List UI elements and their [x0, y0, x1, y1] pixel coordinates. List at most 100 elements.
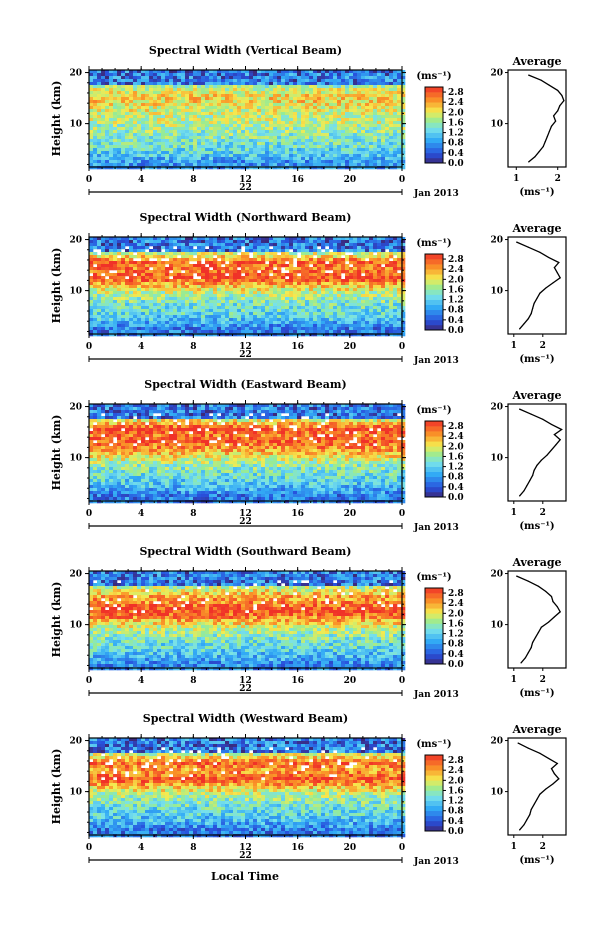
heatmap-cell — [117, 160, 122, 164]
heatmap-cell — [129, 252, 134, 256]
heatmap-cell — [129, 166, 134, 170]
heatmap-cell — [141, 136, 146, 140]
heatmap-cell — [177, 106, 182, 110]
heatmap-cell — [297, 291, 302, 295]
heatmap-cell — [121, 97, 126, 101]
heatmap-cell — [249, 103, 254, 107]
heatmap-cell — [229, 276, 234, 280]
heatmap-cell — [165, 237, 170, 241]
heatmap-cell — [205, 103, 210, 107]
heatmap-cell — [301, 76, 306, 80]
heatmap-cell — [221, 279, 226, 283]
heatmap-cell — [381, 109, 386, 113]
heatmap-cell — [181, 291, 186, 295]
heatmap-cell — [277, 145, 282, 149]
heatmap-cell — [345, 255, 350, 259]
heatmap-cell — [313, 243, 318, 247]
heatmap-cell — [205, 112, 210, 116]
heatmap-cell — [141, 252, 146, 256]
heatmap-cell — [217, 276, 222, 280]
heatmap-cell — [345, 157, 350, 161]
heatmap-cell — [285, 82, 290, 86]
heatmap-cell — [117, 154, 122, 158]
heatmap-cell — [245, 163, 250, 167]
heatmap-cell — [349, 91, 354, 95]
heatmap-cell — [313, 300, 318, 304]
heatmap-cell — [377, 297, 382, 301]
heatmap-cell — [157, 264, 162, 268]
heatmap-cell — [281, 279, 286, 283]
heatmap-cell — [133, 166, 138, 170]
heatmap-cell — [393, 270, 398, 274]
heatmap-cell — [393, 148, 398, 152]
heatmap-cell — [101, 324, 106, 328]
heatmap-cell — [129, 133, 134, 137]
heatmap-cell — [301, 112, 306, 116]
heatmap-cell — [165, 324, 170, 328]
heatmap-cell — [325, 148, 330, 152]
heatmap-cell — [189, 76, 194, 80]
heatmap-cell — [157, 73, 162, 77]
heatmap-cell — [225, 124, 230, 128]
heatmap-cell — [129, 148, 134, 152]
heatmap-cell — [325, 121, 330, 125]
heatmap-cell — [377, 145, 382, 149]
heatmap-cell — [169, 243, 174, 247]
heatmap-cell — [269, 94, 274, 98]
heatmap-cell — [305, 318, 310, 322]
heatmap-cell — [129, 115, 134, 119]
heatmap-cell — [157, 130, 162, 134]
heatmap-cell — [309, 127, 314, 131]
heatmap-cell — [105, 273, 110, 277]
heatmap-cell — [93, 270, 98, 274]
heatmap-cell — [321, 243, 326, 247]
heatmap-cell — [149, 103, 154, 107]
heatmap-cell — [189, 115, 194, 119]
heatmap-cell — [281, 106, 286, 110]
heatmap-cell — [93, 303, 98, 307]
heatmap-cell — [237, 100, 242, 104]
heatmap-cell — [125, 136, 130, 140]
heatmap-cell — [269, 237, 274, 241]
heatmap-cell — [301, 85, 306, 89]
heatmap-cell — [337, 300, 342, 304]
heatmap-cell — [181, 145, 186, 149]
heatmap-cell — [241, 309, 246, 313]
heatmap-cell — [201, 154, 206, 158]
heatmap-cell — [313, 112, 318, 116]
heatmap-cell — [361, 279, 366, 283]
heatmap-cell — [93, 285, 98, 289]
heatmap-cell — [205, 294, 210, 298]
heatmap-cell — [113, 136, 118, 140]
heatmap-cell — [189, 124, 194, 128]
heatmap-cell — [385, 288, 390, 292]
heatmap-cell — [377, 294, 382, 298]
heatmap-cell — [345, 136, 350, 140]
heatmap-cell — [181, 309, 186, 313]
heatmap-cell — [341, 70, 346, 74]
average-x-tick-label: 2 — [555, 174, 561, 184]
heatmap-cell — [317, 261, 322, 265]
heatmap-cell — [325, 115, 330, 119]
heatmap-cell — [89, 151, 94, 155]
heatmap-cell — [397, 258, 402, 262]
heatmap-cell — [221, 258, 226, 262]
heatmap-cell — [293, 112, 298, 116]
heatmap-cell — [117, 240, 122, 244]
heatmap-cell — [285, 157, 290, 161]
heatmap-cell — [257, 103, 262, 107]
heatmap-cell — [241, 252, 246, 256]
heatmap-cell — [157, 312, 162, 316]
heatmap-cell — [345, 103, 350, 107]
heatmap-cell — [365, 279, 370, 283]
heatmap-cell — [157, 97, 162, 101]
heatmap-cell — [97, 258, 102, 262]
heatmap-cell — [249, 279, 254, 283]
heatmap-cell — [201, 115, 206, 119]
heatmap-cell — [221, 79, 226, 83]
heatmap-cell — [261, 79, 266, 83]
heatmap-cell — [349, 246, 354, 250]
heatmap-cell — [221, 70, 226, 74]
heatmap-cell — [97, 282, 102, 286]
